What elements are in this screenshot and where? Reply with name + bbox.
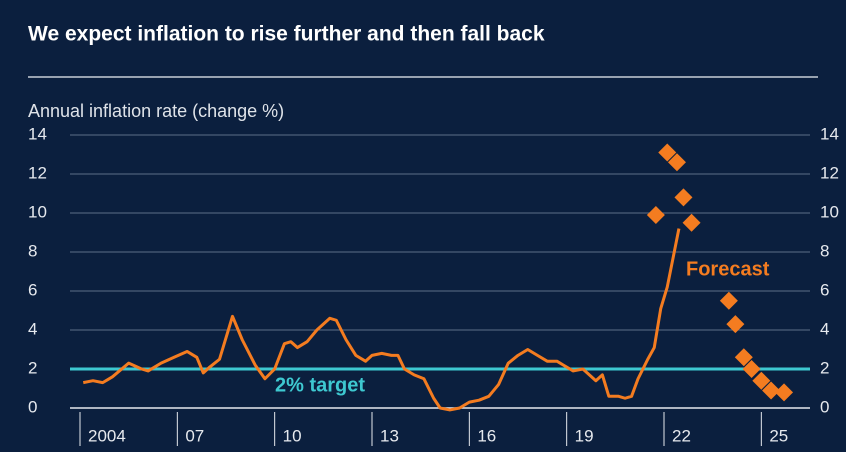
inflation-line (82, 228, 681, 412)
forecast-marker (775, 383, 794, 402)
forecast-marker (646, 205, 665, 224)
forecast-marker (674, 188, 693, 207)
x-tick-label: 25 (769, 426, 788, 445)
forecast-marker (726, 315, 745, 334)
forecast-marker (719, 291, 738, 310)
x-tick-label: 22 (672, 426, 691, 445)
x-tick-label: 19 (575, 426, 594, 445)
x-tick-label: 16 (477, 426, 496, 445)
y-axis-label: Annual inflation rate (change %) (28, 101, 284, 121)
target-label: 2% target (275, 374, 365, 396)
forecast-marker (742, 360, 761, 378)
forecast-marker (752, 371, 771, 390)
y-tick-label-right: 0 (820, 397, 829, 416)
y-tick-label-right: 10 (820, 202, 839, 221)
y-tick-label: 14 (28, 124, 47, 143)
forecast-label: Forecast (686, 258, 770, 280)
y-tick-label-right: 8 (820, 241, 829, 260)
y-tick-label: 8 (28, 241, 37, 260)
x-tick-label: 2004 (88, 426, 126, 445)
y-tick-label: 10 (28, 202, 47, 221)
y-tick-label: 6 (28, 280, 37, 299)
y-tick-label: 0 (28, 397, 37, 416)
y-tick-label-right: 6 (820, 280, 829, 299)
y-tick-label-right: 4 (820, 319, 829, 338)
forecast-marker (682, 213, 701, 232)
x-tick-label: 10 (283, 426, 302, 445)
forecast-marker (658, 143, 677, 162)
forecast-marker (734, 348, 753, 367)
y-tick-label-right: 2 (820, 358, 829, 377)
y-tick-label: 2 (28, 358, 37, 377)
y-tick-label: 4 (28, 319, 37, 338)
y-tick-label-right: 12 (820, 163, 839, 182)
x-tick-label: 07 (185, 426, 204, 445)
y-tick-label-right: 14 (820, 124, 839, 143)
y-tick-label: 12 (28, 163, 47, 182)
chart-title: We expect inflation to rise further and … (28, 23, 545, 46)
forecast-marker (762, 381, 781, 400)
forecast-marker (667, 153, 686, 172)
x-tick-label: 13 (380, 426, 399, 445)
